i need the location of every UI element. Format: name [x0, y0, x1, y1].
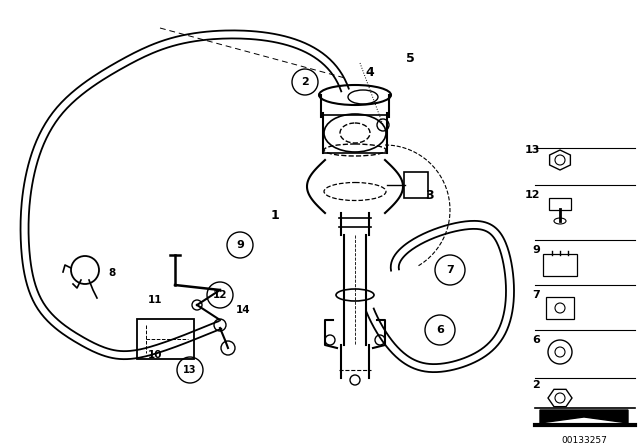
- Text: 7: 7: [446, 265, 454, 275]
- Polygon shape: [540, 410, 628, 423]
- Text: 13: 13: [183, 365, 196, 375]
- Text: 6: 6: [436, 325, 444, 335]
- Text: 14: 14: [236, 305, 250, 315]
- Text: 12: 12: [525, 190, 540, 200]
- Text: 9: 9: [236, 240, 244, 250]
- Text: 13: 13: [525, 145, 540, 155]
- Text: 7: 7: [532, 290, 540, 300]
- Text: 1: 1: [271, 208, 280, 221]
- Text: 12: 12: [212, 290, 227, 300]
- Text: 8: 8: [108, 268, 116, 278]
- Text: 5: 5: [406, 52, 414, 65]
- Text: 10: 10: [148, 350, 163, 360]
- Text: 6: 6: [532, 335, 540, 345]
- Text: 11: 11: [148, 295, 163, 305]
- Text: 4: 4: [365, 65, 374, 78]
- Text: 3: 3: [426, 189, 435, 202]
- Text: 2: 2: [532, 380, 540, 390]
- Text: 9: 9: [532, 245, 540, 255]
- Text: 2: 2: [301, 77, 309, 87]
- Text: 00133257: 00133257: [561, 435, 607, 444]
